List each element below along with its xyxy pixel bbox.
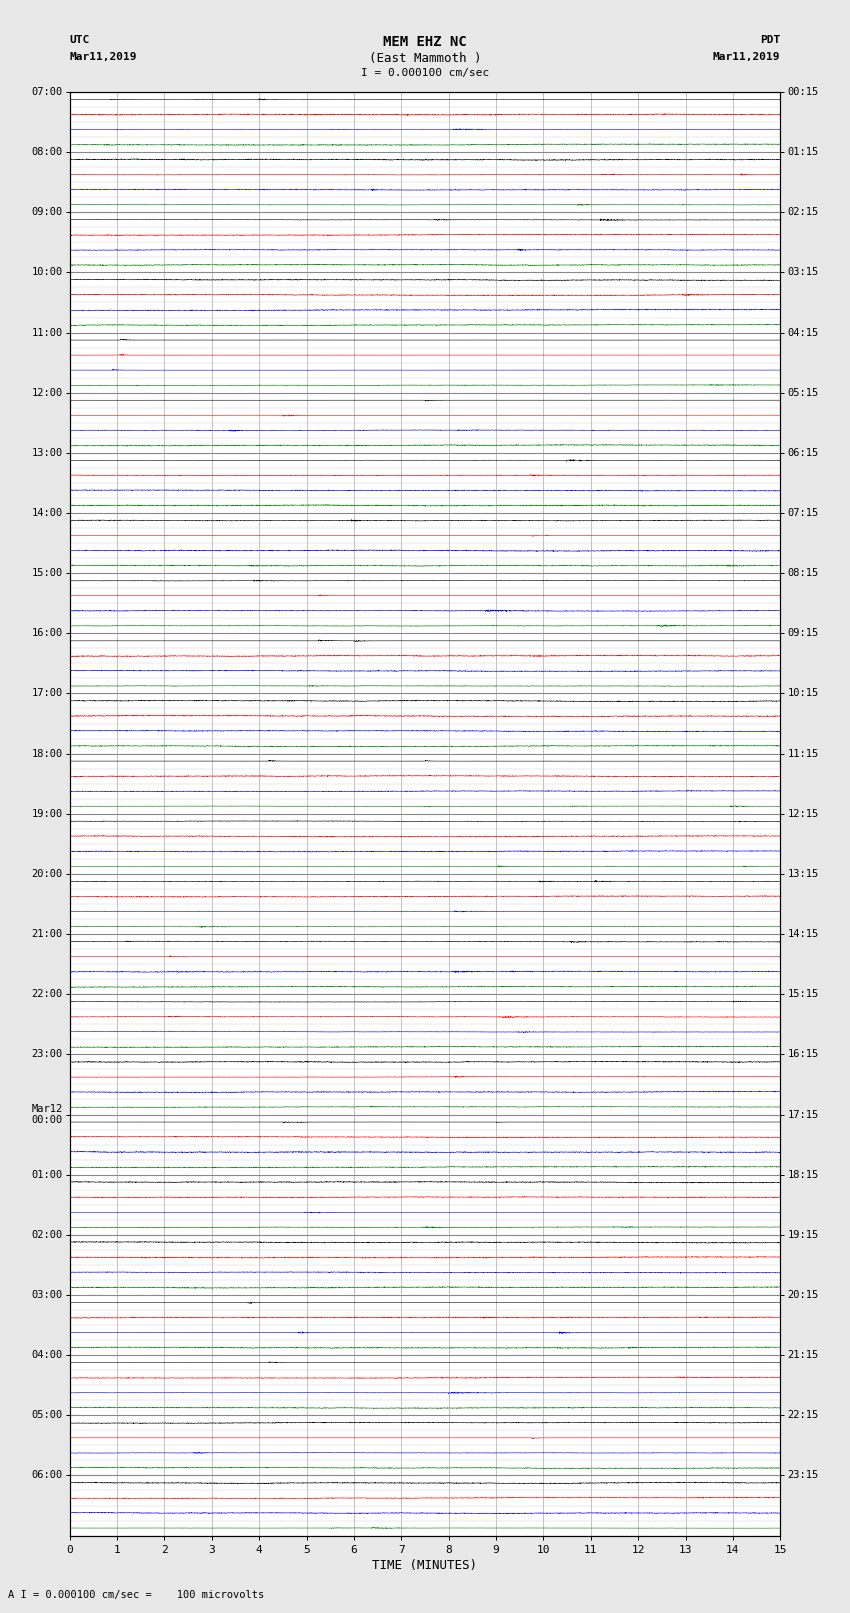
Text: Mar11,2019: Mar11,2019	[70, 52, 137, 61]
Text: I = 0.000100 cm/sec: I = 0.000100 cm/sec	[361, 68, 489, 77]
Text: Mar11,2019: Mar11,2019	[713, 52, 780, 61]
Text: UTC: UTC	[70, 35, 90, 45]
X-axis label: TIME (MINUTES): TIME (MINUTES)	[372, 1558, 478, 1571]
Text: (East Mammoth ): (East Mammoth )	[369, 52, 481, 65]
Text: MEM EHZ NC: MEM EHZ NC	[383, 35, 467, 50]
Text: PDT: PDT	[760, 35, 780, 45]
Text: A I = 0.000100 cm/sec =    100 microvolts: A I = 0.000100 cm/sec = 100 microvolts	[8, 1590, 264, 1600]
